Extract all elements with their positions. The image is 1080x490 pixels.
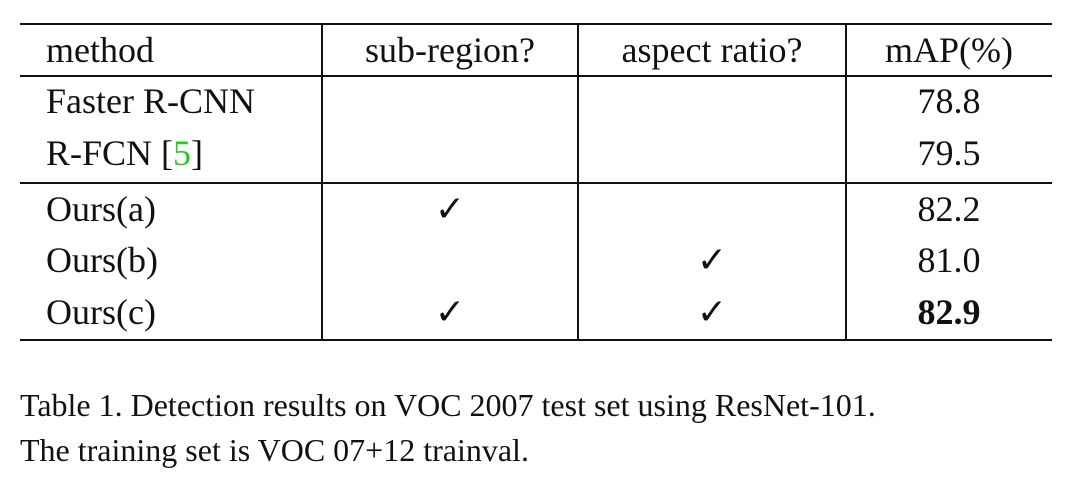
method-cell: Ours(a) [46, 189, 156, 229]
method-cell: Ours(b) [46, 240, 158, 280]
bottom-rule [20, 339, 1052, 341]
group-rule [20, 182, 1052, 184]
map-cell: 82.2 [917, 189, 981, 229]
bracket: ] [191, 133, 204, 173]
top-rule [20, 23, 1052, 25]
map-cell: 81.0 [917, 240, 981, 280]
column-rule [577, 24, 579, 340]
map-cell: 82.9 [917, 292, 981, 332]
header-rule [20, 75, 1052, 77]
method-cell: Faster R-CNN [46, 81, 255, 121]
check-cell: ✓ [434, 292, 466, 332]
caption-line: Table 1. Detection results on VOC 2007 t… [20, 387, 876, 423]
citation: 5 [173, 133, 192, 173]
method-cell: Ours(c) [46, 292, 156, 332]
method: R-FCN [46, 133, 153, 173]
column-rule [321, 24, 323, 340]
header-cell: sub-region? [365, 30, 535, 70]
map-cell: 79.5 [917, 133, 981, 173]
column-rule [845, 24, 847, 340]
check-cell: ✓ [696, 240, 728, 280]
header-cell: aspect ratio? [621, 30, 803, 70]
header-cell: method [46, 30, 154, 70]
space: [ [152, 133, 174, 173]
map-cell: 78.8 [917, 81, 981, 121]
method-cell: R-FCN [5] [46, 131, 203, 175]
caption-line: The training set is VOC 07+12 trainval. [20, 432, 529, 468]
header-cell: mAP(%) [885, 30, 1013, 70]
check-cell: ✓ [696, 292, 728, 332]
check-cell: ✓ [434, 189, 466, 229]
